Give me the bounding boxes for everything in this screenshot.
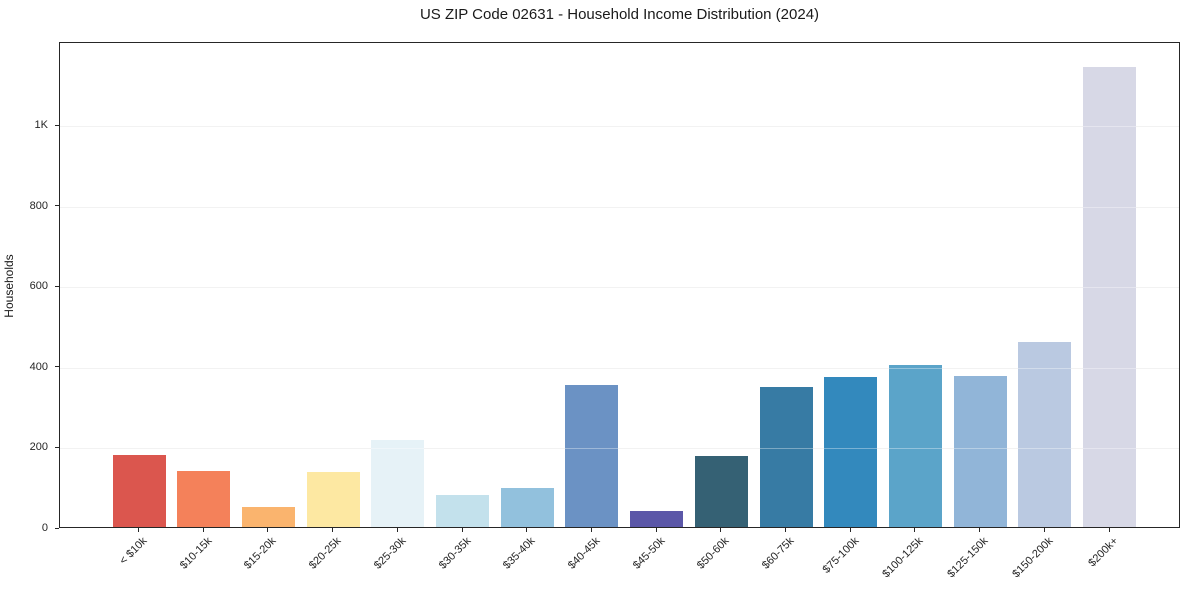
x-tick-mark	[267, 528, 269, 532]
y-tick-label: 400	[29, 360, 48, 373]
bar	[436, 494, 489, 527]
bar	[888, 365, 942, 527]
x-tick-mark	[1043, 528, 1045, 532]
y-tick-mark	[55, 285, 59, 287]
y-tick-label: 1K	[34, 119, 48, 131]
gridline	[60, 206, 1179, 208]
x-tick-mark	[849, 528, 851, 532]
bar	[112, 455, 166, 527]
gridline-layer	[60, 43, 1179, 527]
y-tick-label: 600	[29, 280, 48, 293]
x-tick-label: $20-25k	[306, 535, 344, 572]
x-tick-label: < $10k	[117, 535, 150, 568]
y-tick-mark	[55, 446, 59, 448]
bar	[824, 376, 878, 527]
gridline-overlay	[60, 367, 1179, 369]
bars-layer	[60, 43, 1179, 527]
x-tick-mark	[138, 528, 139, 532]
x-tick-label: $30-35k	[436, 535, 473, 572]
x-tick-label: $150-200k	[1010, 535, 1056, 581]
x-tick-mark	[720, 528, 722, 532]
x-tick-mark	[979, 528, 981, 532]
x-tick-label: $50-60k	[695, 535, 732, 572]
bar	[1018, 342, 1072, 527]
x-tick-label: $15-20k	[242, 535, 279, 572]
bar	[371, 439, 425, 527]
gridline	[60, 126, 1179, 127]
bar	[565, 385, 619, 527]
gridline-overlay-layer	[60, 43, 1179, 527]
bar	[953, 375, 1007, 527]
x-tick-mark	[396, 528, 398, 532]
x-tick-mark	[590, 528, 592, 532]
bar	[500, 488, 554, 527]
x-tick-label: $75-100k	[820, 535, 862, 576]
y-tick-mark	[55, 124, 59, 126]
plot-area	[59, 42, 1180, 528]
x-tick-mark	[461, 528, 463, 532]
x-tick-mark	[655, 528, 657, 532]
y-tick-label: 0	[41, 522, 48, 534]
x-tick-mark	[526, 528, 528, 532]
gridline-overlay	[60, 206, 1179, 208]
gridline-overlay	[60, 448, 1179, 450]
x-tick-label: $45-50k	[630, 535, 668, 572]
y-tick-label: 200	[29, 441, 48, 454]
gridline-overlay	[60, 287, 1179, 289]
x-tick-label: $60-75k	[759, 535, 797, 572]
x-tick-mark	[914, 528, 916, 532]
x-tick-mark	[1108, 528, 1110, 532]
x-tick-mark	[785, 528, 786, 532]
bar	[241, 506, 295, 527]
bar	[759, 386, 813, 527]
x-tick-label: $125-150k	[945, 535, 991, 581]
gridline-overlay	[60, 126, 1179, 127]
y-tick-label: 800	[29, 199, 48, 212]
bar	[630, 510, 684, 527]
gridline	[60, 448, 1179, 450]
x-tick-label: $200k+	[1085, 535, 1120, 570]
chart-title: US ZIP Code 02631 - Household Income Dis…	[419, 6, 820, 23]
y-tick-mark	[55, 527, 59, 529]
x-tick-label: $25-30k	[371, 535, 409, 572]
x-tick-label: $35-40k	[501, 535, 538, 572]
x-tick-mark	[202, 528, 204, 532]
y-tick-mark	[55, 366, 59, 368]
bar	[177, 471, 231, 527]
x-tick-label: $100-125k	[880, 535, 926, 581]
bar	[306, 472, 360, 527]
x-tick-mark	[332, 528, 334, 532]
x-tick-label: $10-15k	[177, 535, 215, 572]
x-tick-label: $40-45k	[565, 535, 603, 572]
gridline	[60, 367, 1179, 369]
bar	[1083, 67, 1136, 527]
gridline	[60, 287, 1179, 289]
bar	[694, 456, 748, 527]
y-tick-mark	[55, 205, 59, 207]
